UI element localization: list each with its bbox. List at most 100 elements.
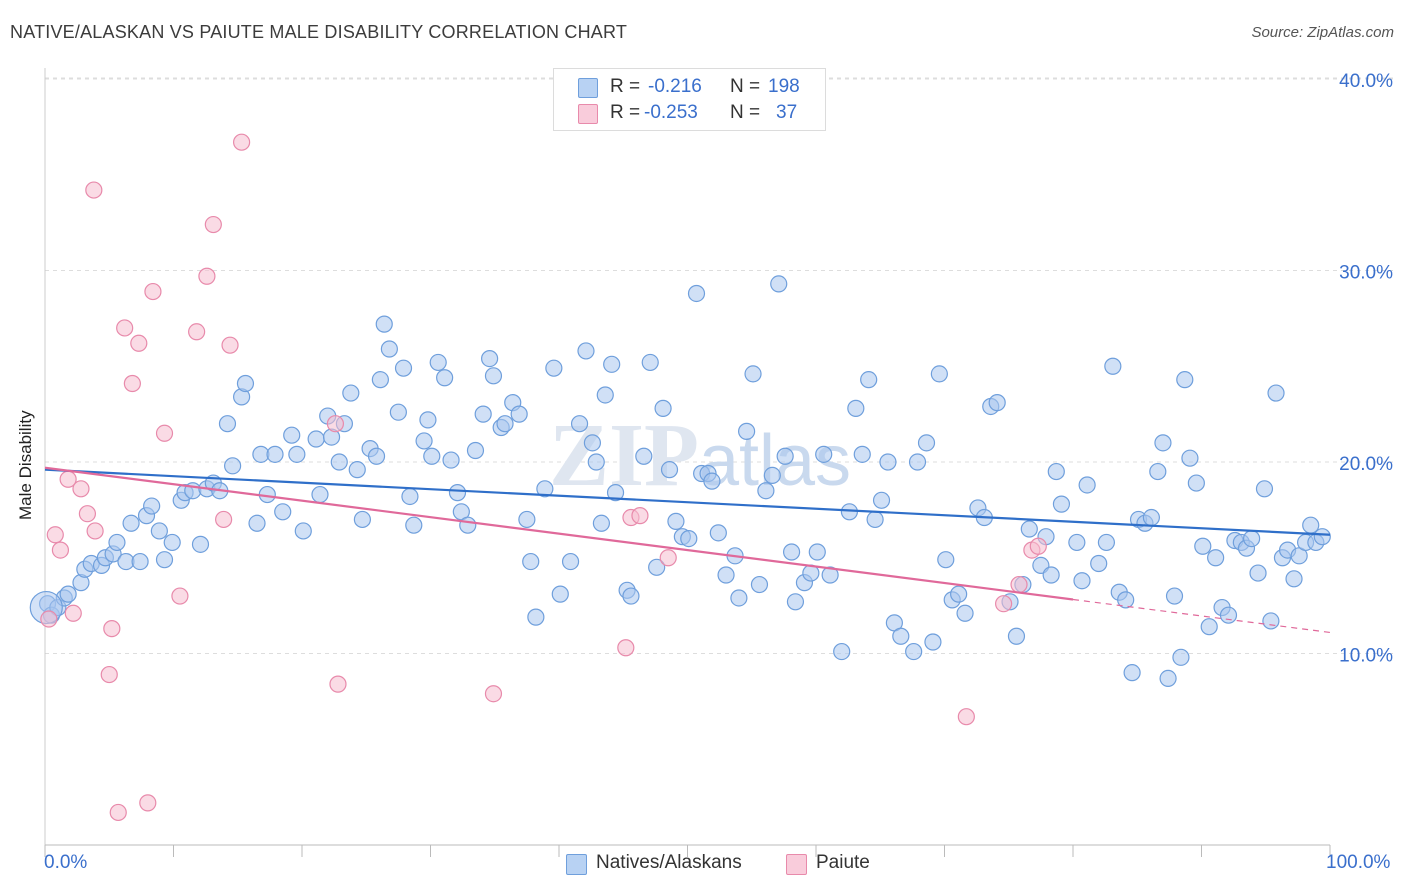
paiute-point	[100, 665, 118, 684]
natives-point	[1020, 520, 1038, 538]
natives-point	[1047, 462, 1065, 481]
paiute-point	[631, 507, 649, 525]
natives-point	[622, 587, 640, 605]
legend-swatch-blue	[578, 78, 598, 98]
legend-label-paiute: Paiute	[816, 852, 870, 873]
natives-point	[155, 551, 174, 569]
natives-point	[660, 461, 679, 479]
natives-point	[866, 510, 884, 529]
natives-point	[635, 447, 653, 465]
natives-point	[596, 386, 614, 404]
paiute-point	[144, 282, 162, 301]
natives-point	[348, 461, 366, 479]
paiute-point	[116, 319, 134, 337]
natives-point	[667, 512, 685, 530]
natives-point	[1176, 371, 1194, 389]
legend-r-value: -0.253	[644, 102, 698, 123]
natives-trend-line	[44, 468, 1331, 536]
natives-point	[423, 447, 441, 465]
natives-point	[905, 642, 923, 661]
paiute-point	[40, 610, 58, 628]
natives-point	[1243, 529, 1261, 548]
natives-point	[481, 349, 499, 368]
natives-point	[561, 552, 580, 571]
natives-point	[1313, 528, 1331, 546]
natives-point	[1267, 384, 1285, 402]
legend-r-label: R =	[610, 102, 641, 123]
natives-point	[236, 374, 255, 393]
natives-point	[930, 365, 948, 383]
legend-r-value: -0.216	[648, 76, 702, 97]
paiute-point	[72, 480, 90, 498]
natives-point	[847, 399, 865, 417]
natives-point	[808, 543, 826, 561]
natives-point	[311, 485, 329, 504]
natives-point	[1052, 495, 1071, 513]
natives-point	[59, 585, 77, 603]
y-tick-label: 20.0%	[1339, 454, 1393, 475]
natives-point	[394, 359, 413, 377]
paiute-point	[233, 133, 251, 151]
natives-point	[1194, 537, 1212, 555]
trend-lines	[44, 466, 1331, 634]
natives-point	[1165, 587, 1184, 605]
natives-point	[738, 422, 756, 440]
natives-point	[224, 457, 242, 475]
natives-point	[1068, 533, 1086, 552]
paiute-point	[103, 620, 121, 638]
y-tick-label: 40.0%	[1339, 71, 1393, 92]
paiute-point	[617, 639, 635, 657]
natives-point	[770, 275, 788, 293]
gridlines	[45, 77, 1394, 654]
natives-point	[131, 552, 149, 571]
natives-point	[1104, 357, 1122, 375]
natives-point	[917, 434, 936, 452]
paiute-point	[85, 181, 103, 199]
paiute-point	[957, 708, 975, 726]
legend-swatch-pink	[786, 854, 807, 875]
natives-point	[484, 367, 503, 385]
natives-point	[459, 516, 477, 534]
natives-point	[654, 399, 672, 417]
stats-legend: R = -0.216 N = 198 R = -0.253 N = 37	[553, 68, 826, 131]
natives-point	[1142, 508, 1160, 527]
natives-point	[1154, 434, 1172, 452]
paiute-point	[221, 336, 239, 354]
paiute-point	[51, 541, 70, 559]
natives-point	[283, 426, 301, 444]
natives-point	[833, 642, 851, 661]
natives-point	[389, 403, 407, 421]
natives-point	[592, 514, 611, 532]
y-tick-label: 10.0%	[1339, 646, 1393, 667]
natives-point	[1149, 462, 1167, 481]
natives-point	[1097, 533, 1116, 552]
legend-n-label: N =	[730, 76, 761, 97]
natives-point	[583, 434, 602, 452]
natives-point	[1181, 449, 1199, 467]
natives-point	[1172, 648, 1190, 666]
natives-point	[536, 480, 554, 498]
natives-point	[587, 453, 605, 471]
natives-point	[375, 315, 393, 333]
natives-point	[1042, 566, 1060, 584]
natives-point	[648, 558, 666, 576]
paiute-point	[1029, 537, 1047, 555]
legend-label-natives: Natives/Alaskans	[596, 852, 742, 873]
natives-point	[248, 514, 266, 532]
legend-r-label: R =	[610, 76, 641, 97]
x-tick-label-min: 0.0%	[44, 852, 88, 873]
paiute-point	[215, 510, 233, 529]
natives-point	[1117, 591, 1135, 609]
natives-point	[908, 453, 927, 471]
natives-point	[577, 342, 595, 360]
paiute-point	[198, 267, 216, 285]
natives-point	[763, 466, 781, 485]
natives-point	[510, 405, 528, 423]
y-tick-labels: 10.0% 20.0% 30.0% 40.0%	[1339, 71, 1393, 667]
natives-point	[782, 543, 801, 561]
natives-point	[448, 484, 467, 502]
natives-point	[1255, 480, 1274, 498]
legend-n-value: 198	[768, 76, 800, 97]
paiute-point	[46, 526, 64, 544]
